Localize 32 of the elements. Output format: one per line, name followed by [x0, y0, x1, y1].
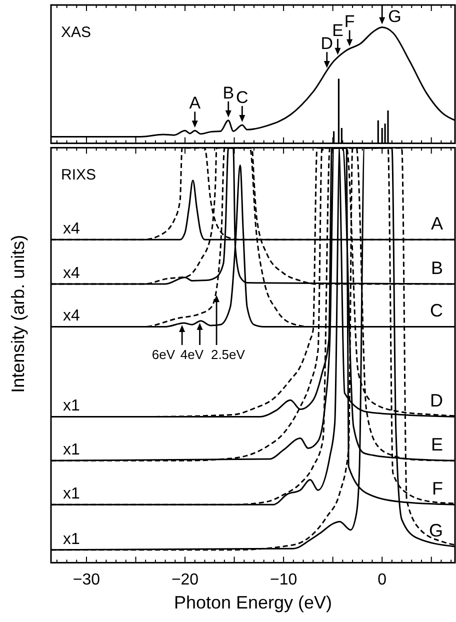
series-label: F	[432, 478, 443, 499]
chart-title: XAS	[61, 24, 92, 41]
x-tick-label: −10	[270, 572, 298, 589]
annotation: 2.5eV	[210, 347, 246, 362]
annotation: F	[344, 12, 355, 32]
annotation: x4	[63, 308, 80, 325]
x-tick-label: −30	[72, 572, 100, 589]
annotation: G	[388, 7, 402, 26]
series-label: D	[430, 390, 443, 411]
annotation: 4eV	[180, 347, 204, 362]
annotation: A	[189, 94, 202, 113]
annotation: E	[332, 20, 344, 40]
y-axis-title: Intensity (arb. units)	[8, 234, 28, 393]
annotation: C	[236, 88, 248, 107]
annotation: x1	[63, 530, 80, 548]
series-label: E	[430, 434, 443, 455]
annotation: x4	[63, 265, 80, 282]
x-axis-title: Photon Energy (eV)	[174, 592, 332, 613]
series-label: B	[430, 258, 443, 278]
series-label: C	[430, 300, 443, 321]
annotation: x1	[63, 442, 80, 459]
annotation: x1	[63, 398, 80, 415]
annotation: D	[320, 34, 334, 54]
annotation: x4	[63, 220, 80, 238]
series-label: A	[430, 214, 443, 234]
text: RIXS	[61, 166, 96, 184]
annotation: x1	[63, 486, 80, 503]
annotation: B	[222, 83, 234, 102]
x-tick-label: −20	[171, 572, 199, 589]
series-label: G	[428, 520, 443, 541]
x-tick-label: 0	[378, 572, 387, 589]
annotation: 6eV	[152, 347, 176, 362]
